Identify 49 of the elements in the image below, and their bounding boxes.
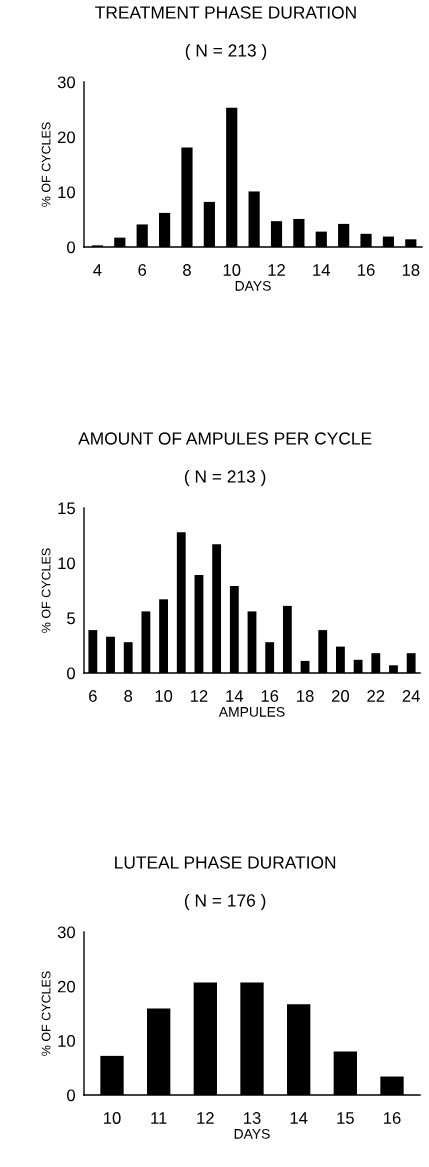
x-tick-label: 22 (367, 690, 385, 702)
x-tick-label: 12 (190, 690, 208, 702)
y-tick-label: 20 (57, 980, 76, 993)
x-tick-label: 6 (89, 690, 97, 702)
x-tick-label: 20 (331, 690, 350, 702)
x-tick-label: 10 (104, 1112, 121, 1124)
y-tick-label: 20 (57, 131, 76, 144)
y-tick-label: 0 (67, 1089, 76, 1102)
y-axis-title: % OF CYCLES (41, 122, 51, 207)
x-tick-label: 12 (197, 1112, 214, 1124)
x-tick-label: 10 (155, 690, 173, 702)
chart-title: LUTEAL PHASE DURATION (115, 856, 336, 869)
x-tick-label: 14 (290, 1112, 308, 1124)
y-tick-label: 10 (58, 186, 76, 199)
x-tick-label: 16 (384, 1112, 401, 1124)
x-tick-label: 8 (124, 690, 133, 702)
x-tick-label: 13 (244, 1112, 261, 1124)
x-tick-label: 14 (226, 690, 244, 702)
y-tick-label: 5 (67, 612, 75, 625)
x-axis-title: DAYS (235, 280, 271, 291)
y-tick-label: 0 (67, 667, 76, 680)
y-tick-label: 15 (58, 502, 75, 515)
x-axis-title: DAYS (234, 1128, 270, 1139)
y-axis-title: % OF CYCLES (41, 971, 51, 1056)
x-axis-title: AMPULES (218, 706, 285, 717)
x-tick-label: 12 (268, 264, 285, 276)
chart-title: TREATMENT PHASE DURATION (95, 6, 356, 19)
x-tick-label: 6 (138, 264, 147, 276)
x-tick-label: 16 (261, 690, 279, 702)
x-tick-label: 15 (337, 1112, 354, 1124)
x-tick-label: 14 (313, 264, 331, 276)
y-tick-label: 0 (67, 241, 76, 254)
y-tick-label: 10 (58, 557, 76, 570)
y-axis-title: % OF CYCLES (41, 548, 51, 633)
x-tick-label: 10 (223, 264, 241, 276)
chart-subtitle: ( N = 213 ) (185, 43, 267, 61)
x-tick-label: 4 (93, 264, 102, 276)
chart-title: AMOUNT OF AMPULES PER CYCLE (78, 432, 372, 445)
chart-subtitle: ( N = 213 ) (184, 469, 266, 487)
y-tick-label: 30 (57, 926, 76, 939)
x-tick-label: 8 (183, 264, 191, 276)
x-tick-label: 18 (402, 264, 420, 276)
chart-subtitle: ( N = 176 ) (184, 893, 266, 911)
x-tick-label: 18 (297, 690, 314, 702)
y-tick-label: 10 (58, 1035, 76, 1047)
x-tick-label: 11 (151, 1112, 167, 1124)
x-tick-label: 16 (358, 264, 375, 276)
y-tick-label: 30 (57, 76, 76, 89)
x-tick-label: 24 (402, 690, 420, 702)
